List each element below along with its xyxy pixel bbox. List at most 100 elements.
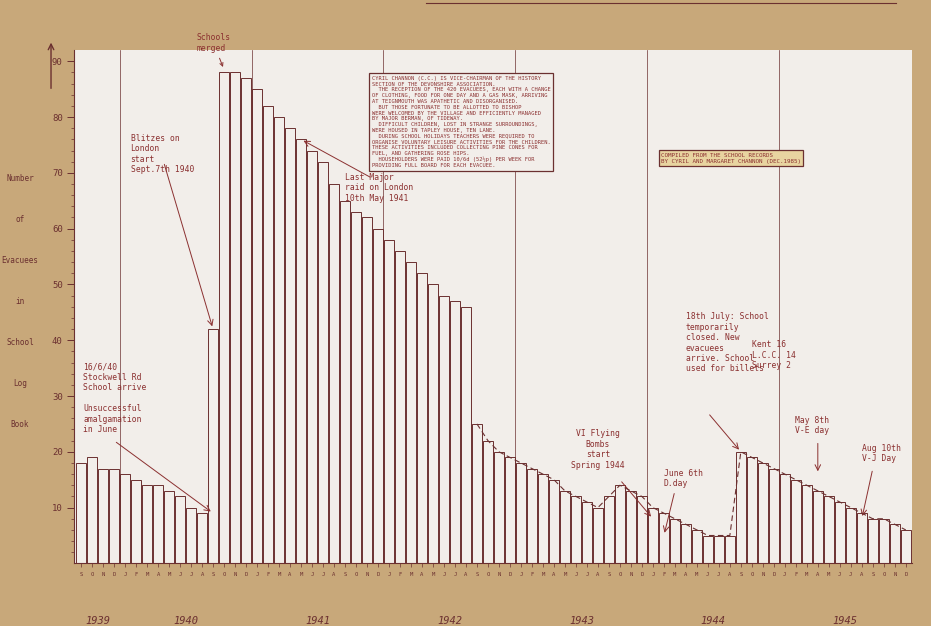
Bar (648, 508, 658, 563)
Bar (241, 78, 251, 563)
Bar (472, 424, 482, 563)
Bar (296, 140, 306, 563)
Bar (692, 530, 702, 563)
Bar (735, 452, 746, 563)
Bar (549, 480, 559, 563)
Bar (802, 485, 812, 563)
Bar (582, 502, 592, 563)
Text: May 8th
V-E day: May 8th V-E day (795, 416, 830, 435)
Bar (780, 474, 789, 563)
Bar (285, 128, 295, 563)
Bar (505, 458, 515, 563)
Bar (76, 463, 87, 563)
Text: Number: Number (7, 174, 34, 183)
Bar (362, 217, 372, 563)
Bar (142, 485, 152, 563)
Bar (868, 519, 878, 563)
Text: 1942: 1942 (437, 617, 462, 626)
Bar (175, 496, 185, 563)
Bar (593, 508, 603, 563)
Bar (307, 150, 317, 563)
Bar (900, 530, 911, 563)
Bar (417, 274, 427, 563)
Text: School: School (7, 338, 34, 347)
Text: Blitzes on
London
start
Sept.7th 1940: Blitzes on London start Sept.7th 1940 (130, 134, 194, 174)
Bar (626, 491, 636, 563)
Bar (845, 508, 856, 563)
Text: June 6th
D.day: June 6th D.day (664, 468, 703, 488)
Bar (329, 184, 339, 563)
Bar (560, 491, 570, 563)
Bar (406, 262, 416, 563)
Bar (493, 452, 504, 563)
Bar (538, 474, 548, 563)
Bar (857, 513, 867, 563)
Bar (790, 480, 801, 563)
Text: 16/6/40
Stockwell Rd
School arrive

Unsuccessful
amalgamation
in June: 16/6/40 Stockwell Rd School arrive Unsuc… (83, 362, 147, 434)
Text: 1944: 1944 (701, 617, 726, 626)
Bar (230, 73, 240, 563)
Text: CYRIL CHANNON (C.C.) IS VICE-CHAIRMAN OF THE HISTORY
SECTION OF THE DEVONSHIRE A: CYRIL CHANNON (C.C.) IS VICE-CHAIRMAN OF… (372, 76, 550, 168)
Bar (98, 468, 108, 563)
Bar (340, 201, 350, 563)
Bar (571, 496, 581, 563)
Bar (879, 519, 889, 563)
Text: of: of (16, 215, 24, 224)
Bar (395, 251, 405, 563)
Bar (197, 513, 207, 563)
Text: VI Flying
Bombs
start
Spring 1944: VI Flying Bombs start Spring 1944 (571, 429, 625, 470)
Bar (153, 485, 163, 563)
Bar (527, 468, 537, 563)
Bar (164, 491, 174, 563)
Text: Log: Log (13, 379, 27, 388)
Text: Last Major
raid on London
10th May 1941: Last Major raid on London 10th May 1941 (345, 173, 413, 203)
Bar (120, 474, 130, 563)
Text: Book: Book (11, 420, 29, 429)
Text: 1940: 1940 (173, 617, 198, 626)
Text: 1941: 1941 (305, 617, 330, 626)
Bar (714, 535, 724, 563)
Bar (758, 463, 768, 563)
Bar (824, 496, 834, 563)
Bar (208, 329, 218, 563)
Bar (252, 89, 262, 563)
Text: Aug 10th
V-J Day: Aug 10th V-J Day (862, 444, 901, 463)
Text: 18th July: School
temporarily
closed. New
evacuees
arrive. School
used for bille: 18th July: School temporarily closed. Ne… (686, 312, 769, 373)
Bar (351, 212, 361, 563)
Bar (769, 468, 779, 563)
Bar (614, 485, 625, 563)
Text: Kent 16
L.C.C. 14
Surrey 2: Kent 16 L.C.C. 14 Surrey 2 (752, 340, 796, 370)
Bar (659, 513, 669, 563)
Bar (87, 458, 97, 563)
Text: Schools
merged: Schools merged (196, 33, 231, 66)
Bar (703, 535, 713, 563)
Bar (450, 301, 460, 563)
Bar (890, 525, 900, 563)
Bar (681, 525, 691, 563)
Bar (725, 535, 735, 563)
Bar (186, 508, 196, 563)
Bar (461, 307, 471, 563)
Bar (835, 502, 844, 563)
Text: Evacuees: Evacuees (2, 256, 38, 265)
Bar (384, 240, 394, 563)
Bar (274, 117, 284, 563)
Text: in: in (16, 297, 24, 306)
Bar (373, 228, 383, 563)
Bar (813, 491, 823, 563)
Bar (109, 468, 119, 563)
Bar (131, 480, 142, 563)
Bar (637, 496, 647, 563)
Bar (604, 496, 614, 563)
Text: 1939: 1939 (85, 617, 110, 626)
Bar (317, 162, 328, 563)
Bar (516, 463, 526, 563)
Bar (428, 284, 438, 563)
Bar (747, 458, 757, 563)
Bar (439, 295, 449, 563)
Bar (483, 441, 493, 563)
Text: 1945: 1945 (833, 617, 857, 626)
Bar (219, 73, 229, 563)
Text: 1943: 1943 (569, 617, 594, 626)
Text: COMPILED FROM THE SCHOOL RECORDS
BY CYRIL AND MARGARET CHANNON (DEC.1985): COMPILED FROM THE SCHOOL RECORDS BY CYRI… (661, 153, 801, 163)
